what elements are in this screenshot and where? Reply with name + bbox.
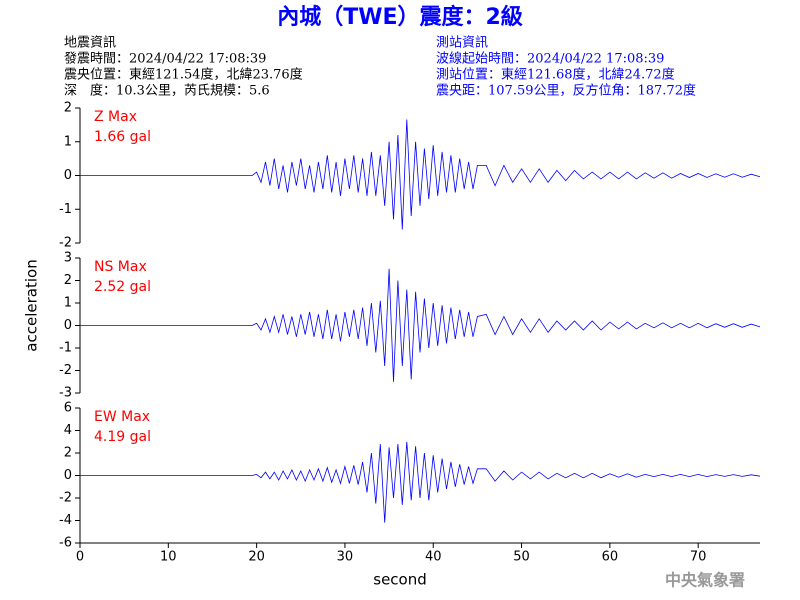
info-line: 地震資訊: [64, 36, 116, 51]
panel-label: Z Max: [94, 109, 137, 125]
x-axis-label: second: [373, 571, 427, 589]
y-tick-label: -1: [59, 202, 72, 217]
x-tick-label: 70: [690, 550, 707, 565]
waveform: [80, 119, 761, 230]
y-tick-label: 2: [64, 273, 72, 288]
y-tick-label: 1: [64, 134, 72, 149]
title: 內城（TWE）震度：2級: [277, 4, 523, 30]
y-tick-label: -6: [59, 536, 72, 551]
info-line: 波線起始時間：2024/04/22 17:08:39: [436, 51, 664, 67]
footer: 中央氣象署: [665, 571, 745, 590]
info-line: 測站位置：東經121.68度，北緯24.72度: [436, 67, 675, 83]
x-tick-label: 50: [513, 550, 530, 565]
info-line: 震央距：107.59公里，反方位角：187.72度: [436, 83, 696, 99]
y-tick-label: 1: [64, 296, 72, 311]
x-tick-label: 0: [76, 550, 84, 565]
panel-max: 2.52 gal: [94, 279, 151, 295]
waveform: [80, 441, 761, 523]
panel-max: 4.19 gal: [94, 429, 151, 445]
x-tick-label: 40: [425, 550, 442, 565]
y-tick-label: 6: [64, 401, 72, 416]
y-tick-label: 0: [64, 468, 72, 483]
y-tick-label: 2: [64, 101, 72, 116]
y-tick-label: -1: [59, 341, 72, 356]
y-tick-label: 4: [64, 423, 72, 438]
y-tick-label: -2: [59, 363, 72, 378]
y-tick-label: 2: [64, 446, 72, 461]
y-tick-label: -2: [59, 491, 72, 506]
x-tick-label: 30: [337, 550, 354, 565]
y-tick-label: 0: [64, 318, 72, 333]
x-tick-label: 60: [602, 550, 619, 565]
panel-label: NS Max: [94, 259, 147, 275]
y-tick-label: 0: [64, 168, 72, 183]
x-tick-label: 20: [248, 550, 265, 565]
panel-label: EW Max: [94, 409, 150, 425]
info-line: 震央位置：東經121.54度，北緯23.76度: [64, 67, 303, 83]
y-tick-label: -3: [59, 386, 72, 401]
waveform: [80, 268, 761, 382]
panel-max: 1.66 gal: [94, 129, 151, 145]
y-tick-label: 3: [64, 251, 72, 266]
info-line: 發震時間：2024/04/22 17:08:39: [64, 52, 266, 67]
x-tick-label: 10: [160, 550, 177, 565]
y-tick-label: -2: [59, 236, 72, 251]
info-line: 測站資訊: [436, 36, 488, 51]
y-tick-label: -4: [59, 513, 72, 528]
info-line: 深 度：10.3公里，芮氏規模：5.6: [64, 83, 270, 99]
y-axis-label: acceleration: [23, 259, 41, 351]
